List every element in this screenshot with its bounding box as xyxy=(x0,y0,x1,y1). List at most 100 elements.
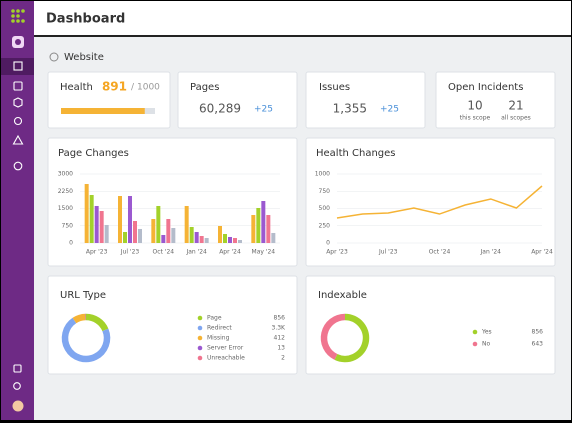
legend-label: Server Error xyxy=(207,345,244,352)
legend-value: 856 xyxy=(532,329,544,336)
y-tick-label: 0 xyxy=(326,240,330,247)
bar xyxy=(261,201,266,243)
nav-alerts[interactable] xyxy=(12,134,24,145)
legend-value: 13 xyxy=(277,345,285,352)
nav-pages[interactable] xyxy=(13,81,23,91)
legend-value: 3.3K xyxy=(272,325,287,332)
pages-delta: +25 xyxy=(254,105,273,115)
health-separator: / xyxy=(131,83,135,93)
y-tick-label: 750 xyxy=(62,222,74,229)
incidents-this-value: 10 xyxy=(467,99,482,113)
y-tick-label: 0 xyxy=(69,240,73,247)
bar xyxy=(118,196,122,243)
bar xyxy=(156,205,161,243)
header xyxy=(34,1,571,36)
x-tick-label: Jan '24 xyxy=(185,249,207,256)
health-value: 891 xyxy=(102,80,127,94)
bar xyxy=(271,232,276,243)
bar xyxy=(218,226,222,243)
legend-label: Redirect xyxy=(207,325,232,332)
header-border xyxy=(34,35,571,37)
legend-dot xyxy=(472,329,478,335)
legend-value: 856 xyxy=(274,315,286,322)
bar xyxy=(204,238,209,243)
bar xyxy=(228,236,232,243)
legend-value: 643 xyxy=(532,341,544,348)
avatar[interactable] xyxy=(12,400,24,412)
y-tick-label: 750 xyxy=(319,188,331,195)
line xyxy=(336,185,543,219)
legend-dot xyxy=(472,341,478,347)
donut-segment xyxy=(334,313,370,363)
y-tick-label: 1500 xyxy=(58,205,73,212)
x-tick-label: Oct '24 xyxy=(153,249,175,256)
legend-value: 2 xyxy=(281,355,285,362)
bar xyxy=(133,220,137,243)
issues-delta: +25 xyxy=(380,105,399,115)
donut-segment xyxy=(320,313,346,360)
legend-label: Yes xyxy=(481,329,492,336)
x-tick-label: Apr '24 xyxy=(531,249,553,256)
scope-icon-dot xyxy=(15,39,21,45)
x-tick-label: Apr '23 xyxy=(326,249,348,256)
health-bar xyxy=(61,108,145,114)
bar xyxy=(94,205,99,243)
globe-icon xyxy=(49,52,59,62)
y-tick-label: 500 xyxy=(319,205,331,212)
x-tick-label: Apr '23 xyxy=(86,249,108,256)
indexable-card xyxy=(305,275,556,375)
legend-dot xyxy=(197,345,203,351)
chart-title: Page Changes xyxy=(58,148,129,159)
incidents-this-label: this scope xyxy=(460,115,491,122)
x-tick-label: Jan '24 xyxy=(480,249,502,256)
issues-card xyxy=(305,71,426,129)
y-tick-label: 1000 xyxy=(315,171,330,178)
logo xyxy=(11,9,25,23)
pages-card xyxy=(177,71,298,129)
bar xyxy=(171,228,176,243)
chart-title: Indexable xyxy=(318,290,367,301)
bar xyxy=(123,232,127,243)
nav-admin[interactable] xyxy=(13,382,21,390)
url-type-card xyxy=(47,275,298,375)
legend-label: Unreachable xyxy=(207,355,245,362)
bar xyxy=(99,211,104,243)
nav-dashboard[interactable] xyxy=(13,61,23,71)
health-changes-card xyxy=(305,137,556,267)
x-tick-label: Jul '23 xyxy=(120,249,140,256)
x-tick-label: Apr '24 xyxy=(219,249,241,256)
chart-title: URL Type xyxy=(60,290,106,301)
legend-value: 412 xyxy=(274,335,286,342)
incidents-label: Open Incidents xyxy=(448,82,523,93)
legend-dot xyxy=(197,325,203,331)
legend-label: Missing xyxy=(207,335,230,342)
nav-issues[interactable] xyxy=(13,116,23,126)
nav-settings[interactable] xyxy=(13,161,23,171)
nav-integrations[interactable] xyxy=(13,364,22,373)
legend-label: No xyxy=(482,341,490,348)
bar xyxy=(166,219,171,243)
bar xyxy=(223,234,227,243)
issues-label: Issues xyxy=(319,82,350,93)
bar xyxy=(194,232,199,243)
nav-database[interactable] xyxy=(13,97,23,108)
incidents-all-label: all scopes xyxy=(501,115,531,122)
bar xyxy=(128,196,132,243)
bar xyxy=(161,234,166,243)
bar xyxy=(256,207,261,243)
page-changes-card xyxy=(47,137,298,267)
section-title: Website xyxy=(64,52,104,63)
y-tick-label: 3000 xyxy=(58,171,73,178)
bar xyxy=(189,226,194,243)
bar xyxy=(233,238,237,243)
bar xyxy=(266,215,271,243)
bar xyxy=(238,240,242,243)
y-tick-label: 2250 xyxy=(58,188,73,195)
donut-segment xyxy=(85,313,109,332)
legend-dot xyxy=(197,335,203,341)
incidents-all-value: 21 xyxy=(508,99,523,113)
legend-dot xyxy=(197,355,203,361)
pages-value: 60,289 xyxy=(199,102,241,116)
